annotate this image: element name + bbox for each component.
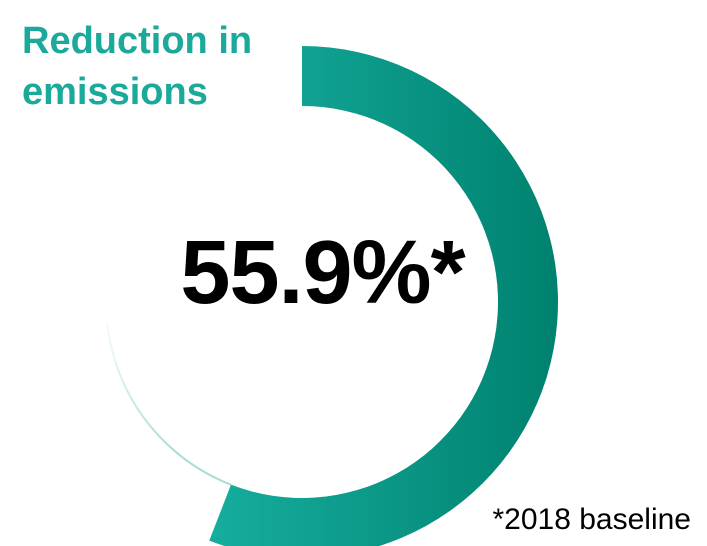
chart-title-line-1: Reduction in — [22, 20, 253, 62]
ring-inner-edge — [105, 321, 232, 486]
chart-title-line-2: emissions — [22, 71, 208, 113]
footnote: *2018 baseline — [492, 503, 691, 536]
progress-arc — [209, 46, 558, 546]
value-label: 55.9%* — [180, 223, 465, 323]
